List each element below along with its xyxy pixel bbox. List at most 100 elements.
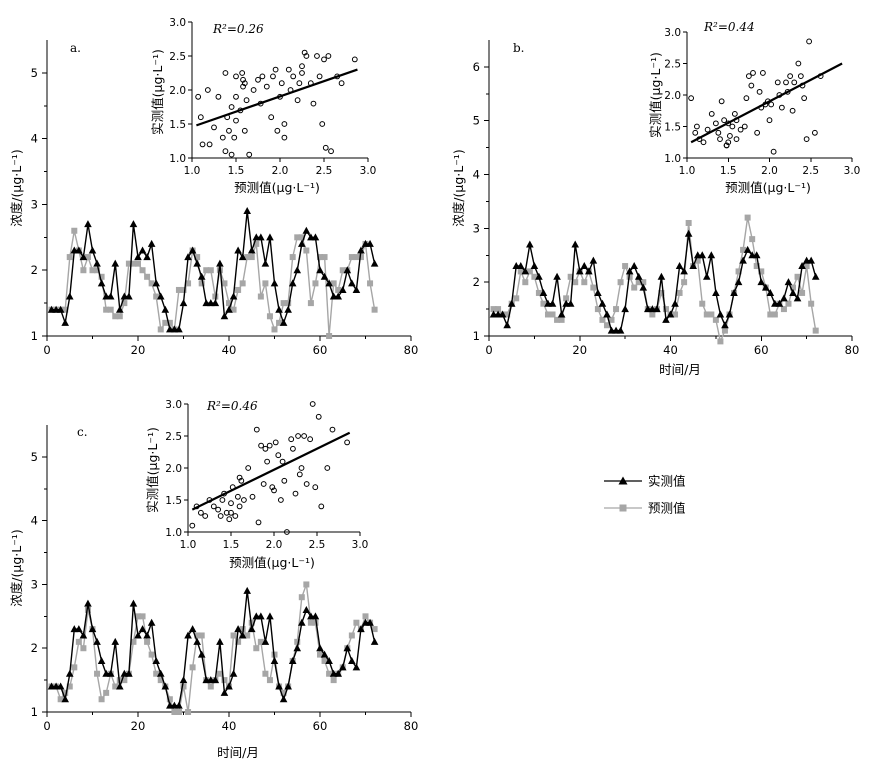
measured-point <box>521 267 530 275</box>
predicted-point <box>685 219 692 226</box>
measured-point <box>152 656 160 664</box>
measured-point <box>302 226 311 234</box>
inset-x-tick-label: 2.5 <box>309 539 326 551</box>
inset-scatter-point <box>325 53 332 59</box>
y-tick-label: 5 <box>31 66 38 80</box>
measured-point <box>348 656 356 664</box>
inset-scatter-point <box>324 465 331 471</box>
inset-scatter-point <box>303 481 310 487</box>
inset-scatter-point <box>301 433 308 439</box>
x-tick-label: 60 <box>313 343 328 357</box>
y-tick-label: 3 <box>31 577 38 591</box>
inset-scatter-point <box>277 497 284 503</box>
measured-point <box>557 310 566 318</box>
predicted-point <box>157 326 164 333</box>
inset-scatter-point <box>795 60 802 67</box>
measured-point <box>311 612 320 620</box>
inset-scatter-point <box>754 129 761 136</box>
predicted-point <box>540 300 547 307</box>
predicted-point <box>207 267 214 274</box>
measured-point <box>257 233 265 241</box>
inset-scatter-point <box>233 73 239 80</box>
y-tick-label: 2 <box>31 641 38 655</box>
predicted-point <box>98 696 105 703</box>
inset-scatter-point <box>688 95 695 102</box>
inset-x-tick-label: 1.0 <box>679 165 696 177</box>
predicted-point <box>676 289 683 296</box>
inset-y-tick-label: 1.5 <box>169 119 186 131</box>
x-tick-label: 80 <box>404 343 419 357</box>
y-tick-label: 4 <box>31 514 38 528</box>
predicted-point <box>57 696 64 703</box>
inset-x-tick-label: 1.0 <box>180 539 197 551</box>
predicted-point <box>353 619 360 626</box>
measured-point <box>657 272 666 280</box>
measured-point <box>261 259 270 267</box>
predicted-point <box>312 619 319 626</box>
predicted-point <box>326 670 333 677</box>
inset-x-tick-label: 2.5 <box>802 165 819 177</box>
inset-scatter-point <box>296 80 303 87</box>
inset-fit-line <box>191 431 351 511</box>
y-axis-label: 浓度/(μg·L⁻¹) <box>451 149 466 226</box>
measured-point <box>75 625 83 633</box>
inset-scatter-point <box>290 73 297 80</box>
measured-point <box>566 299 575 307</box>
inset-scatter-point <box>760 70 766 76</box>
predicted-point <box>198 280 205 287</box>
inset-scatter-point <box>729 123 736 130</box>
predicted-point <box>581 279 588 286</box>
measured-point <box>338 285 347 293</box>
measured-point <box>247 625 256 633</box>
predicted-point <box>608 316 615 323</box>
inset-scatter-point <box>811 129 818 136</box>
measured-point <box>698 251 707 259</box>
predicted-point <box>785 300 792 307</box>
inset-x-tick-label: 1.5 <box>228 165 245 177</box>
panel-letter: a. <box>70 41 81 55</box>
inset-scatter-point <box>299 63 305 70</box>
measured-point <box>152 279 160 287</box>
predicted-point <box>758 268 765 275</box>
measured-point <box>530 262 539 270</box>
measured-point <box>352 663 361 671</box>
measured-point <box>703 272 711 280</box>
inset-scatter-point <box>189 522 196 529</box>
measured-point <box>79 253 88 261</box>
x-tick-label: 80 <box>404 719 419 733</box>
measured-point <box>784 278 793 286</box>
inset-x-tick-label: 3.0 <box>360 165 377 177</box>
inset-scatter-point <box>217 513 224 519</box>
predicted-series-line <box>51 583 376 713</box>
measured-point <box>357 246 365 254</box>
inset-scatter-point <box>756 88 763 95</box>
predicted-point <box>799 289 806 296</box>
measured-point <box>734 278 743 286</box>
measured-point <box>334 669 342 677</box>
predicted-point <box>103 306 110 313</box>
measured-point <box>106 669 115 677</box>
predicted-point <box>298 594 305 601</box>
y-tick-label: 6 <box>473 60 480 74</box>
predicted-point <box>658 289 665 296</box>
predicted-point <box>590 284 597 291</box>
predicted-point <box>153 293 160 300</box>
inset-scatter-point <box>723 142 730 149</box>
predicted-point <box>613 306 620 313</box>
predicted-point <box>717 338 724 345</box>
predicted-point <box>321 657 328 664</box>
measured-point <box>343 266 352 274</box>
measured-point <box>211 676 220 684</box>
measured-point <box>630 262 638 270</box>
inset-scatter-point <box>228 151 235 158</box>
measured-point <box>807 256 815 264</box>
inset-fit-line <box>196 68 358 127</box>
measured-point <box>220 312 229 320</box>
inset-scatter-point <box>791 79 798 86</box>
inset-scatter-point <box>338 80 345 87</box>
measured-point <box>743 245 752 253</box>
inset-y-tick-label: 1.0 <box>664 153 681 165</box>
x-tick-label: 0 <box>485 343 492 357</box>
predicted-point <box>66 254 73 261</box>
predicted-point <box>162 319 169 326</box>
